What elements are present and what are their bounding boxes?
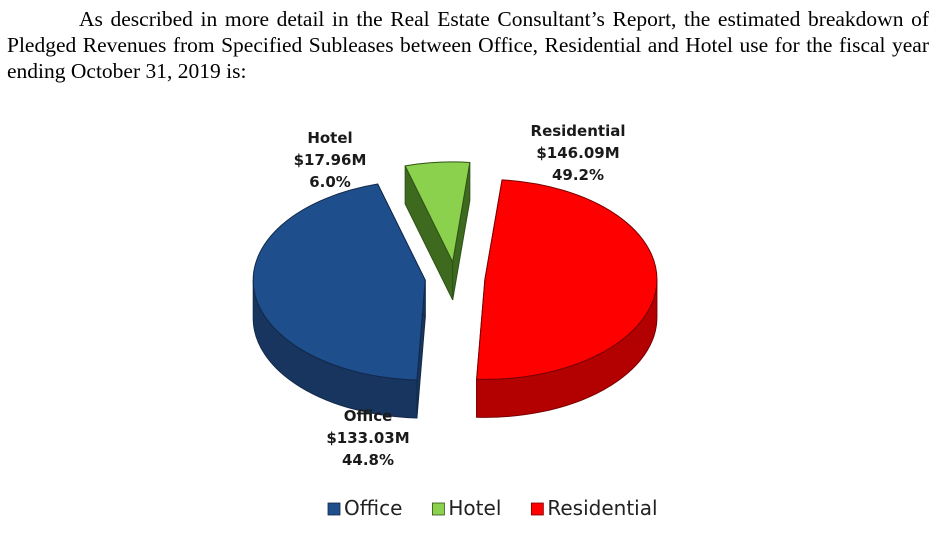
slice-office [252,183,426,419]
slice-residential [476,179,658,418]
data-label-office-line-3: 44.8% [342,451,394,469]
legend-swatch-hotel [431,502,445,516]
intro-paragraph: As described in more detail in the Real … [7,7,929,83]
legend-swatch-residential [530,502,544,516]
slice-office-top [252,183,426,381]
data-label-hotel-line-1: Hotel [307,129,352,147]
slice-hotel-top [404,161,471,264]
slice-hotel [404,161,471,301]
data-label-residential-line-2: $146.09M [536,144,619,162]
legend-label-residential: Residential [547,496,657,520]
data-label-residential-line-1: Residential [531,122,626,140]
data-label-office: Office $133.03M 44.8% [326,407,409,469]
legend-label-office: Office [344,496,402,520]
legend: Office Hotel Residential [327,496,658,520]
data-label-residential: Residential $146.09M 49.2% [531,122,626,184]
data-label-office-line-1: Office [344,407,393,425]
data-label-hotel-line-3: 6.0% [309,173,351,191]
data-label-office-line-2: $133.03M [326,429,409,447]
slice-residential-top [476,179,658,380]
legend-label-hotel: Hotel [448,496,501,520]
data-label-hotel: Hotel $17.96M 6.0% [294,129,367,191]
data-label-hotel-line-2: $17.96M [294,151,367,169]
data-label-residential-line-3: 49.2% [552,166,604,184]
legend-swatch-office [327,502,341,516]
